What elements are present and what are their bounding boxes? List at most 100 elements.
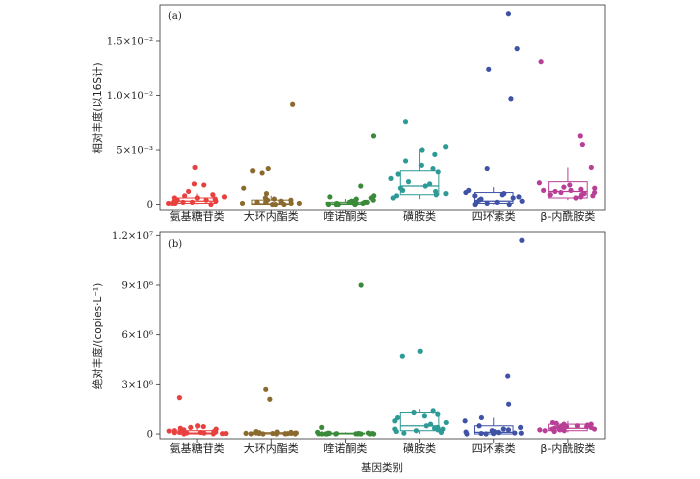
data-point: [192, 164, 198, 171]
panel-b-xtick-label-1: 大环内酯类: [244, 441, 299, 455]
data-point: [440, 426, 446, 432]
data-point: [432, 151, 438, 157]
data-point: [506, 401, 512, 407]
data-point: [510, 195, 516, 201]
data-point: [397, 185, 404, 191]
data-point: [463, 429, 469, 435]
data-point: [248, 431, 254, 437]
data-point: [270, 430, 276, 437]
panel-b-ytick-label-3: 9×10⁶: [122, 280, 153, 291]
data-point: [588, 421, 594, 427]
data-point: [197, 429, 203, 436]
panel-b-x-axis: 氨基糖苷类 大环内酯类 喹诺酮类 磺胺类 四环素类 β-内酰胺类: [170, 439, 595, 455]
data-point: [324, 431, 330, 437]
data-point: [259, 170, 265, 176]
data-point: [203, 197, 209, 203]
data-point: [180, 199, 186, 205]
data-point: [189, 199, 196, 205]
panel-b-label: (b): [168, 239, 182, 250]
data-point: [421, 413, 428, 419]
panel-a-xtick-label-4: 四环素类: [472, 209, 516, 223]
data-point: [489, 428, 495, 434]
data-point: [473, 199, 479, 205]
panel-a-xtick-label-1: 大环内酯类: [244, 209, 299, 223]
data-point: [478, 414, 484, 421]
data-point: [355, 431, 361, 437]
panel-b-xlabel: 基因类别: [361, 461, 403, 474]
data-point: [443, 419, 449, 426]
data-point: [177, 429, 183, 435]
data-point: [443, 191, 449, 197]
panel-b-plot-area: [166, 237, 598, 437]
data-point: [578, 186, 584, 192]
data-point: [483, 431, 489, 437]
data-point: [401, 430, 407, 436]
data-point: [518, 430, 524, 436]
panel-b-xtick-label-2: 喹诺酮类: [323, 441, 367, 455]
panel-b-series-3: [392, 348, 449, 436]
data-point: [369, 430, 375, 437]
data-point: [360, 200, 366, 207]
data-point: [500, 426, 506, 432]
data-point: [166, 428, 172, 434]
panel-a-series-5: [536, 59, 598, 201]
panel-a-ytick-label-0: 0: [147, 200, 153, 211]
data-point: [210, 192, 216, 198]
data-point: [402, 119, 409, 125]
panel-a: (a) 相对丰度(以16S计) 05×10⁻³1.0×10⁻²1.5×10⁻² …: [91, 4, 606, 223]
data-point: [567, 182, 573, 188]
panel-a-ytick-label-3: 1.5×10⁻²: [107, 36, 153, 47]
data-point: [568, 187, 574, 193]
data-point: [265, 165, 271, 172]
data-point: [505, 11, 512, 17]
panel-b-xtick-label-3: 磺胺类: [403, 441, 436, 455]
panel-b-series-1: [243, 386, 299, 437]
data-point: [392, 426, 398, 432]
data-point: [186, 188, 192, 195]
panel-a-frame: [159, 4, 606, 211]
panel-b-series-2: [315, 282, 377, 437]
data-point: [505, 373, 511, 379]
data-point: [319, 431, 325, 437]
data-point: [394, 414, 401, 421]
data-point: [506, 201, 512, 208]
data-point: [422, 183, 428, 189]
data-point: [241, 185, 247, 191]
data-point: [182, 193, 188, 199]
data-point: [494, 199, 500, 205]
data-point: [188, 424, 194, 431]
data-point: [194, 195, 200, 201]
panel-b-ytick-label-2: 6×10⁶: [122, 330, 153, 341]
data-point: [484, 165, 490, 172]
data-point: [417, 348, 423, 354]
data-point: [177, 425, 183, 431]
data-point: [212, 196, 218, 202]
data-point: [411, 409, 417, 416]
panel-b-series-0: [166, 395, 229, 437]
data-point: [536, 180, 543, 186]
data-point: [319, 424, 325, 431]
data-point: [484, 200, 490, 207]
panel-a-xtick-label-5: β-内酰胺类: [540, 209, 595, 223]
data-point: [561, 184, 567, 190]
data-point: [176, 395, 183, 401]
panel-b-xtick-label-5: β-内酰胺类: [540, 441, 595, 455]
data-point: [254, 199, 260, 205]
data-point: [191, 181, 198, 187]
data-point: [423, 423, 429, 429]
data-point: [579, 141, 585, 148]
data-point: [478, 196, 484, 202]
data-point: [435, 411, 441, 417]
data-point: [213, 426, 219, 432]
data-point: [201, 182, 207, 188]
panel-a-x-axis: 氨基糖苷类 大环内酯类 喹诺酮类 磺胺类 四环素类 β-内酰胺类: [170, 209, 596, 223]
data-point: [388, 175, 394, 181]
data-point: [542, 428, 548, 434]
data-point: [433, 188, 439, 195]
data-point: [325, 201, 332, 208]
data-point: [293, 430, 299, 436]
data-point: [353, 196, 359, 202]
panel-a-ytick-label-1: 5×10⁻³: [116, 146, 153, 157]
data-point: [393, 193, 400, 199]
data-point: [335, 201, 341, 208]
